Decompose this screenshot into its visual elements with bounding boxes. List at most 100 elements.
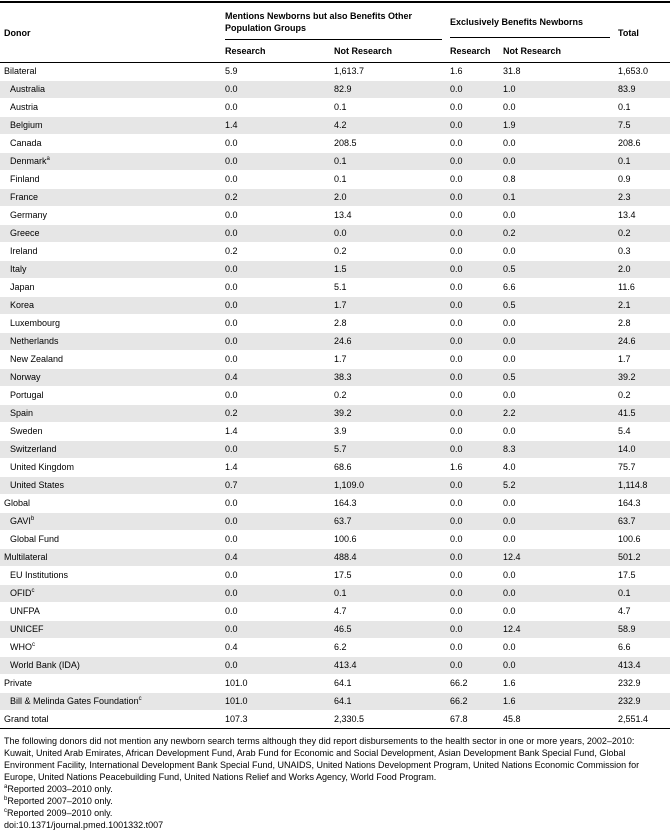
not-research-2-cell: 0.5	[499, 260, 615, 279]
research-2-cell: 0.0	[446, 638, 500, 657]
not-research-2-cell: 4.0	[499, 458, 615, 477]
donor-name: Bill & Melinda Gates Foundation	[10, 696, 139, 706]
research-2-cell: 0.0	[446, 278, 500, 297]
table-row: UNFPA 0.0 4.7 0.0 0.0 4.7	[0, 602, 670, 621]
research-2-cell: 0.0	[446, 386, 500, 405]
donor-name: Multilateral	[4, 552, 48, 562]
not-research-1-cell: 63.7	[330, 512, 447, 531]
donor-cell: UNICEF	[0, 620, 221, 639]
total-cell: 2.3	[614, 188, 670, 207]
table-row: Switzerland 0.0 5.7 0.0 8.3 14.0	[0, 440, 670, 459]
research-2-cell: 0.0	[446, 224, 500, 243]
not-research-2-cell: 1.6	[499, 692, 615, 711]
total-cell: 14.0	[614, 440, 670, 459]
research-1-cell: 0.0	[221, 350, 330, 369]
research-1-cell: 0.0	[221, 80, 330, 99]
not-research-header-1: Not Research	[330, 41, 447, 63]
donor-cell: GAVIb	[0, 512, 221, 531]
top-rule	[0, 1, 670, 3]
not-research-1-cell: 1.5	[330, 260, 447, 279]
donor-cell: Switzerland	[0, 440, 221, 459]
total-cell: 0.1	[614, 152, 670, 171]
research-2-cell: 0.0	[446, 260, 500, 279]
research-1-cell: 0.0	[221, 332, 330, 351]
research-2-cell: 67.8	[446, 710, 500, 729]
total-cell: 2.1	[614, 296, 670, 315]
research-2-cell: 0.0	[446, 206, 500, 225]
total-cell: 164.3	[614, 494, 670, 513]
research-2-cell: 0.0	[446, 620, 500, 639]
total-cell: 2,551.4	[614, 710, 670, 729]
footnote-c: cReported 2009–2010 only.	[4, 807, 666, 819]
total-cell: 0.2	[614, 224, 670, 243]
not-research-2-cell: 0.5	[499, 368, 615, 387]
research-1-cell: 0.0	[221, 620, 330, 639]
donor-cell: Ireland	[0, 242, 221, 261]
table-row: WHOc 0.4 6.2 0.0 0.0 6.6	[0, 638, 670, 657]
donor-cell: Norway	[0, 368, 221, 387]
donor-name: Portugal	[10, 390, 44, 400]
not-research-1-cell: 1.7	[330, 296, 447, 315]
research-1-cell: 0.2	[221, 188, 330, 207]
doi-link[interactable]: doi:10.1371/journal.pmed.1001332.t007	[4, 820, 164, 830]
donor-name: WHO	[10, 642, 32, 652]
footnote-c-text: Reported 2009–2010 only.	[7, 808, 113, 818]
donor-cell: Bilateral	[0, 62, 221, 81]
total-cell: 83.9	[614, 80, 670, 99]
donor-name: Belgium	[10, 120, 43, 130]
table-row: New Zealand 0.0 1.7 0.0 0.0 1.7	[0, 350, 670, 369]
research-1-cell: 0.0	[221, 386, 330, 405]
donor-disbursement-table: Donor Mentions Newborns but also Benefit…	[0, 3, 670, 729]
donor-cell: United States	[0, 476, 221, 495]
research-2-cell: 0.0	[446, 152, 500, 171]
total-cell: 41.5	[614, 404, 670, 423]
not-research-2-cell: 0.0	[499, 638, 615, 657]
donor-name: World Bank (IDA)	[10, 660, 80, 670]
donor-cell: Italy	[0, 260, 221, 279]
table-row: Greece 0.0 0.0 0.0 0.2 0.2	[0, 224, 670, 243]
not-research-2-cell: 8.3	[499, 440, 615, 459]
donor-name: Norway	[10, 372, 41, 382]
research-1-cell: 0.4	[221, 638, 330, 657]
donor-cell: Grand total	[0, 710, 221, 729]
total-cell: 2.8	[614, 314, 670, 333]
research-1-cell: 0.0	[221, 314, 330, 333]
donor-name: Korea	[10, 300, 35, 310]
research-1-cell: 0.0	[221, 296, 330, 315]
research-1-cell: 0.2	[221, 404, 330, 423]
not-research-2-cell: 12.4	[499, 620, 615, 639]
not-research-1-cell: 0.2	[330, 242, 447, 261]
research-1-cell: 0.0	[221, 512, 330, 531]
donor-cell: Spain	[0, 404, 221, 423]
table-notes: The following donors did not mention any…	[0, 729, 670, 831]
table-row: Luxembourg 0.0 2.8 0.0 0.0 2.8	[0, 314, 670, 333]
research-2-cell: 0.0	[446, 368, 500, 387]
donor-cell: Global	[0, 494, 221, 513]
not-research-1-cell: 2.8	[330, 314, 447, 333]
not-research-1-cell: 64.1	[330, 674, 447, 693]
donor-cell: Austria	[0, 98, 221, 117]
table-body: Bilateral 5.9 1,613.7 1.6 31.8 1,653.0 Austral…	[0, 62, 670, 729]
not-research-1-cell: 5.7	[330, 440, 447, 459]
total-cell: 39.2	[614, 368, 670, 387]
table-row: United Kingdom 1.4 68.6 1.6 4.0 75.7	[0, 458, 670, 477]
total-cell: 63.7	[614, 512, 670, 531]
donor-cell: Private	[0, 674, 221, 693]
not-research-2-cell: 0.0	[499, 656, 615, 675]
not-research-1-cell: 488.4	[330, 548, 447, 567]
total-cell: 13.4	[614, 206, 670, 225]
not-research-2-cell: 0.0	[499, 206, 615, 225]
donor-name: Finland	[10, 174, 40, 184]
donor-name: Sweden	[10, 426, 43, 436]
total-cell: 100.6	[614, 530, 670, 549]
not-research-2-cell: 0.0	[499, 152, 615, 171]
not-research-2-cell: 0.8	[499, 170, 615, 189]
research-2-cell: 0.0	[446, 584, 500, 603]
not-research-2-cell: 0.0	[499, 332, 615, 351]
research-2-cell: 0.0	[446, 188, 500, 207]
table-row: OFIDc 0.0 0.1 0.0 0.0 0.1	[0, 584, 670, 603]
not-research-1-cell: 64.1	[330, 692, 447, 711]
total-cell: 4.7	[614, 602, 670, 621]
research-2-cell: 0.0	[446, 170, 500, 189]
table-row: Korea 0.0 1.7 0.0 0.5 2.1	[0, 296, 670, 315]
